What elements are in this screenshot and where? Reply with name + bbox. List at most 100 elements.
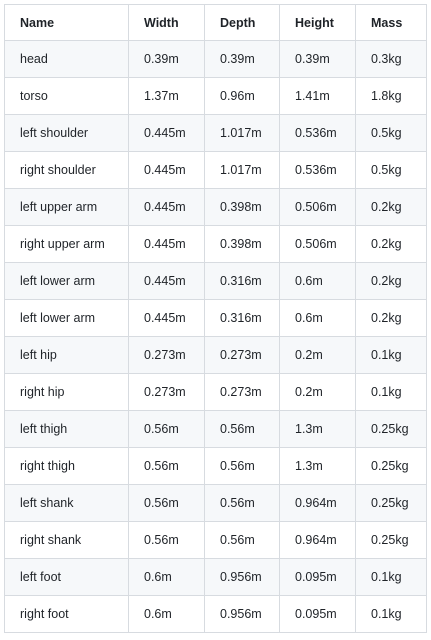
cell-height: 0.2m — [279, 373, 356, 411]
cell-width: 0.56m — [128, 447, 205, 485]
cell-height: 0.095m — [279, 595, 356, 633]
cell-height: 0.536m — [279, 114, 356, 152]
cell-height: 0.964m — [279, 521, 356, 559]
cell-width: 0.6m — [128, 595, 205, 633]
table-row: right upper arm 0.445m 0.398m 0.506m 0.2kg — [4, 225, 427, 263]
cell-mass: 0.1kg — [355, 595, 427, 633]
cell-height: 0.506m — [279, 188, 356, 226]
cell-depth: 1.017m — [204, 114, 280, 152]
cell-name: torso — [4, 77, 129, 115]
table-row: right shank 0.56m 0.56m 0.964m 0.25kg — [4, 521, 427, 559]
table-row: right foot 0.6m 0.956m 0.095m 0.1kg — [4, 595, 427, 633]
table-row: head 0.39m 0.39m 0.39m 0.3kg — [4, 40, 427, 78]
table-row: left shoulder 0.445m 1.017m 0.536m 0.5kg — [4, 114, 427, 152]
cell-depth: 0.273m — [204, 336, 280, 374]
cell-width: 0.273m — [128, 336, 205, 374]
cell-mass: 0.1kg — [355, 336, 427, 374]
cell-depth: 1.017m — [204, 151, 280, 189]
header-height: Height — [279, 4, 356, 41]
cell-depth: 0.316m — [204, 299, 280, 337]
table-row: right shoulder 0.445m 1.017m 0.536m 0.5kg — [4, 151, 427, 189]
cell-width: 0.445m — [128, 225, 205, 263]
cell-depth: 0.56m — [204, 484, 280, 522]
table-row: right thigh 0.56m 0.56m 1.3m 0.25kg — [4, 447, 427, 485]
cell-width: 0.273m — [128, 373, 205, 411]
cell-mass: 0.25kg — [355, 410, 427, 448]
table-row: right hip 0.273m 0.273m 0.2m 0.1kg — [4, 373, 427, 411]
cell-depth: 0.398m — [204, 225, 280, 263]
cell-width: 0.39m — [128, 40, 205, 78]
cell-name: left thigh — [4, 410, 129, 448]
cell-name: right shank — [4, 521, 129, 559]
table-header: Name Width Depth Height Mass — [4, 4, 427, 41]
table-row: left thigh 0.56m 0.56m 1.3m 0.25kg — [4, 410, 427, 448]
cell-depth: 0.956m — [204, 558, 280, 596]
cell-width: 0.445m — [128, 151, 205, 189]
cell-height: 1.3m — [279, 410, 356, 448]
cell-name: left foot — [4, 558, 129, 596]
cell-depth: 0.956m — [204, 595, 280, 633]
cell-name: head — [4, 40, 129, 78]
header-mass: Mass — [355, 4, 427, 41]
cell-width: 0.445m — [128, 299, 205, 337]
cell-mass: 0.1kg — [355, 558, 427, 596]
table-row: left hip 0.273m 0.273m 0.2m 0.1kg — [4, 336, 427, 374]
cell-depth: 0.316m — [204, 262, 280, 300]
table-row: left foot 0.6m 0.956m 0.095m 0.1kg — [4, 558, 427, 596]
cell-name: left lower arm — [4, 262, 129, 300]
table-row: left lower arm 0.445m 0.316m 0.6m 0.2kg — [4, 262, 427, 300]
cell-height: 0.6m — [279, 262, 356, 300]
cell-name: right upper arm — [4, 225, 129, 263]
cell-depth: 0.96m — [204, 77, 280, 115]
cell-mass: 0.2kg — [355, 225, 427, 263]
cell-height: 0.2m — [279, 336, 356, 374]
cell-name: left shank — [4, 484, 129, 522]
cell-height: 0.536m — [279, 151, 356, 189]
cell-mass: 0.25kg — [355, 484, 427, 522]
cell-mass: 0.5kg — [355, 114, 427, 152]
cell-depth: 0.39m — [204, 40, 280, 78]
header-row: Name Width Depth Height Mass — [4, 4, 427, 41]
cell-mass: 0.2kg — [355, 299, 427, 337]
cell-depth: 0.398m — [204, 188, 280, 226]
cell-depth: 0.273m — [204, 373, 280, 411]
cell-height: 0.095m — [279, 558, 356, 596]
cell-height: 0.6m — [279, 299, 356, 337]
cell-height: 1.41m — [279, 77, 356, 115]
cell-mass: 0.5kg — [355, 151, 427, 189]
cell-name: left shoulder — [4, 114, 129, 152]
cell-name: right hip — [4, 373, 129, 411]
cell-mass: 0.1kg — [355, 373, 427, 411]
cell-mass: 0.2kg — [355, 262, 427, 300]
cell-width: 1.37m — [128, 77, 205, 115]
cell-width: 0.56m — [128, 410, 205, 448]
header-width: Width — [128, 4, 205, 41]
cell-name: left upper arm — [4, 188, 129, 226]
cell-width: 0.56m — [128, 521, 205, 559]
cell-width: 0.445m — [128, 188, 205, 226]
cell-mass: 0.3kg — [355, 40, 427, 78]
cell-width: 0.56m — [128, 484, 205, 522]
cell-depth: 0.56m — [204, 521, 280, 559]
cell-mass: 0.25kg — [355, 521, 427, 559]
cell-name: left hip — [4, 336, 129, 374]
cell-mass: 0.2kg — [355, 188, 427, 226]
table-row: torso 1.37m 0.96m 1.41m 1.8kg — [4, 77, 427, 115]
cell-mass: 1.8kg — [355, 77, 427, 115]
cell-mass: 0.25kg — [355, 447, 427, 485]
cell-height: 0.506m — [279, 225, 356, 263]
cell-width: 0.6m — [128, 558, 205, 596]
body-parts-table: Name Width Depth Height Mass head 0.39m 0.… — [4, 4, 427, 633]
cell-depth: 0.56m — [204, 410, 280, 448]
cell-name: right thigh — [4, 447, 129, 485]
cell-depth: 0.56m — [204, 447, 280, 485]
cell-height: 0.39m — [279, 40, 356, 78]
cell-width: 0.445m — [128, 262, 205, 300]
cell-height: 0.964m — [279, 484, 356, 522]
table-row: left shank 0.56m 0.56m 0.964m 0.25kg — [4, 484, 427, 522]
table-row: left upper arm 0.445m 0.398m 0.506m 0.2kg — [4, 188, 427, 226]
table-container: Name Width Depth Height Mass head 0.39m 0.… — [4, 4, 427, 633]
header-name: Name — [4, 4, 129, 41]
table-row: left lower arm 0.445m 0.316m 0.6m 0.2kg — [4, 299, 427, 337]
cell-width: 0.445m — [128, 114, 205, 152]
